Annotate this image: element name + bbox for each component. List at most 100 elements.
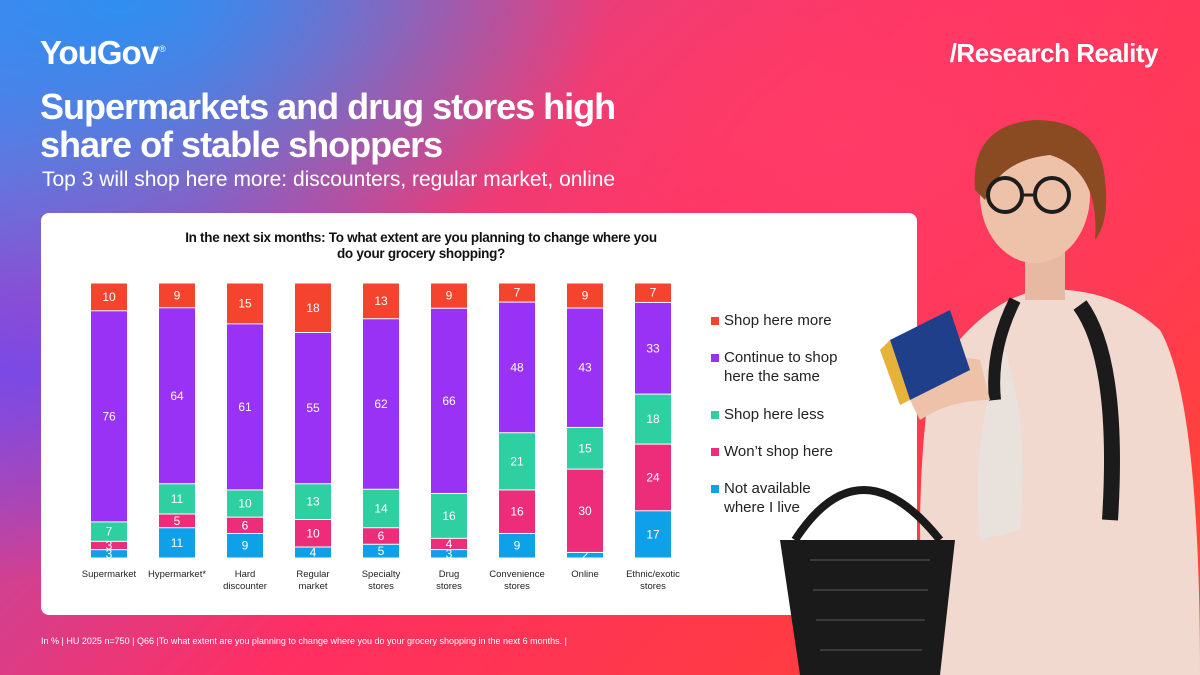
data-label-na: 2 — [582, 548, 589, 562]
data-label-wont: 5 — [174, 514, 181, 528]
page-subtitle: Top 3 will shop here more: discounters, … — [42, 168, 616, 191]
legend-label: Won’t shop here — [724, 443, 833, 460]
data-label-wont: 6 — [378, 529, 385, 543]
data-label-less: 21 — [510, 454, 524, 468]
category-label: Ethnic/exotic stores — [626, 569, 680, 592]
data-label-more: 13 — [374, 294, 388, 308]
bar-segment-same — [91, 311, 127, 522]
yougov-logo: YouGov® — [40, 34, 166, 72]
bar-segment-wont — [431, 538, 467, 550]
category-label: Drug stores — [436, 569, 462, 592]
legend-item-same: Continue to shop here the same — [711, 348, 911, 386]
category-label: Regular market — [296, 569, 329, 592]
bar-segment-less — [91, 522, 127, 541]
data-label-na: 3 — [446, 547, 453, 561]
bar-segment-na — [499, 533, 535, 558]
legend-swatch — [711, 317, 719, 325]
bar-segment-more — [159, 283, 195, 308]
data-label-same: 33 — [646, 341, 660, 355]
footnote: In % | HU 2025 n=750 | Q66 |To what exte… — [41, 636, 567, 646]
data-label-same: 76 — [102, 409, 116, 423]
bar-segment-less — [227, 490, 263, 517]
bar-segment-same — [159, 308, 195, 484]
data-label-less: 16 — [442, 509, 456, 523]
category-label: Online — [571, 569, 598, 580]
data-label-wont: 3 — [106, 539, 113, 553]
data-label-same: 62 — [374, 397, 388, 411]
bar-segment-wont — [567, 469, 603, 552]
bar-segment-more — [363, 283, 399, 319]
shopper-photo — [780, 120, 1200, 675]
data-label-wont: 24 — [646, 470, 660, 484]
data-label-more: 18 — [306, 301, 320, 315]
legend-item-wont: Won’t shop here — [711, 442, 911, 461]
bar-segment-wont — [91, 541, 127, 550]
legend-label: Continue to shop here the same — [724, 349, 838, 385]
category-label: Hypermarket* — [148, 569, 206, 580]
bar-segment-na — [363, 544, 399, 558]
registered-mark: ® — [159, 44, 166, 54]
bar-segment-na — [431, 550, 467, 558]
bar-segment-more — [567, 283, 603, 308]
bar-segment-same — [227, 324, 263, 490]
legend-item-na: Not available where I live — [711, 479, 911, 517]
data-label-wont: 10 — [306, 526, 320, 540]
bar-segment-less — [635, 394, 671, 444]
category-label: Convenience stores — [489, 569, 544, 592]
bar-segment-same — [295, 333, 331, 484]
data-label-na: 5 — [378, 544, 385, 558]
data-label-same: 48 — [510, 360, 524, 374]
bar-segment-less — [499, 433, 535, 490]
bar-segment-less — [295, 484, 331, 519]
bar-segment-less — [431, 493, 467, 538]
legend-item-less: Shop here less — [711, 405, 911, 424]
bar-segment-same — [635, 302, 671, 394]
data-label-less: 15 — [578, 441, 592, 455]
legend-label: Shop here more — [724, 312, 832, 329]
chart-title: In the next six months: To what extent a… — [185, 230, 657, 261]
data-label-wont: 4 — [446, 537, 453, 551]
bar-segment-same — [431, 308, 467, 493]
bar-segment-less — [159, 484, 195, 514]
bar-segment-na — [91, 550, 127, 558]
bar-segment-more — [227, 283, 263, 324]
legend-swatch — [711, 485, 719, 493]
bar-segment-wont — [499, 490, 535, 533]
category-label: Specialty stores — [362, 569, 401, 592]
data-label-less: 18 — [646, 412, 660, 426]
bar-segment-wont — [635, 444, 671, 511]
bar-segment-more — [635, 283, 671, 302]
data-label-na: 17 — [646, 527, 660, 541]
data-label-less: 14 — [374, 502, 388, 516]
data-label-less: 10 — [238, 497, 252, 511]
data-label-more: 10 — [102, 290, 116, 304]
bar-segment-wont — [159, 514, 195, 528]
legend-item-more: Shop here more — [711, 311, 911, 330]
data-label-wont: 16 — [510, 505, 524, 519]
data-label-wont: 30 — [578, 504, 592, 518]
bar-segment-more — [295, 283, 331, 332]
stacked-bar-chart: 3377610Supermarket11511649Hypermarket*96… — [82, 283, 680, 592]
category-label: Supermarket — [82, 569, 137, 580]
data-label-na: 3 — [106, 547, 113, 561]
data-label-more: 9 — [174, 288, 181, 302]
bar-segment-wont — [363, 528, 399, 544]
data-label-wont: 6 — [242, 518, 249, 532]
bar-segment-same — [499, 302, 535, 433]
bar-segment-na — [159, 528, 195, 558]
chart-card: In the next six months: To what extent a… — [41, 213, 917, 615]
category-label: Hard discounter — [223, 569, 267, 592]
data-label-na: 9 — [514, 539, 521, 553]
data-label-na: 11 — [171, 536, 184, 550]
data-label-same: 66 — [442, 394, 456, 408]
legend-swatch — [711, 354, 719, 362]
data-label-na: 9 — [242, 539, 249, 553]
data-label-same: 43 — [578, 361, 592, 375]
data-label-same: 55 — [306, 401, 320, 415]
data-label-less: 7 — [106, 525, 113, 539]
bar-segment-less — [567, 427, 603, 469]
bar-segment-na — [295, 547, 331, 558]
bar-segment-na — [227, 533, 263, 558]
page-title: Supermarkets and drug stores high share … — [40, 86, 616, 165]
data-label-more: 9 — [582, 289, 589, 303]
